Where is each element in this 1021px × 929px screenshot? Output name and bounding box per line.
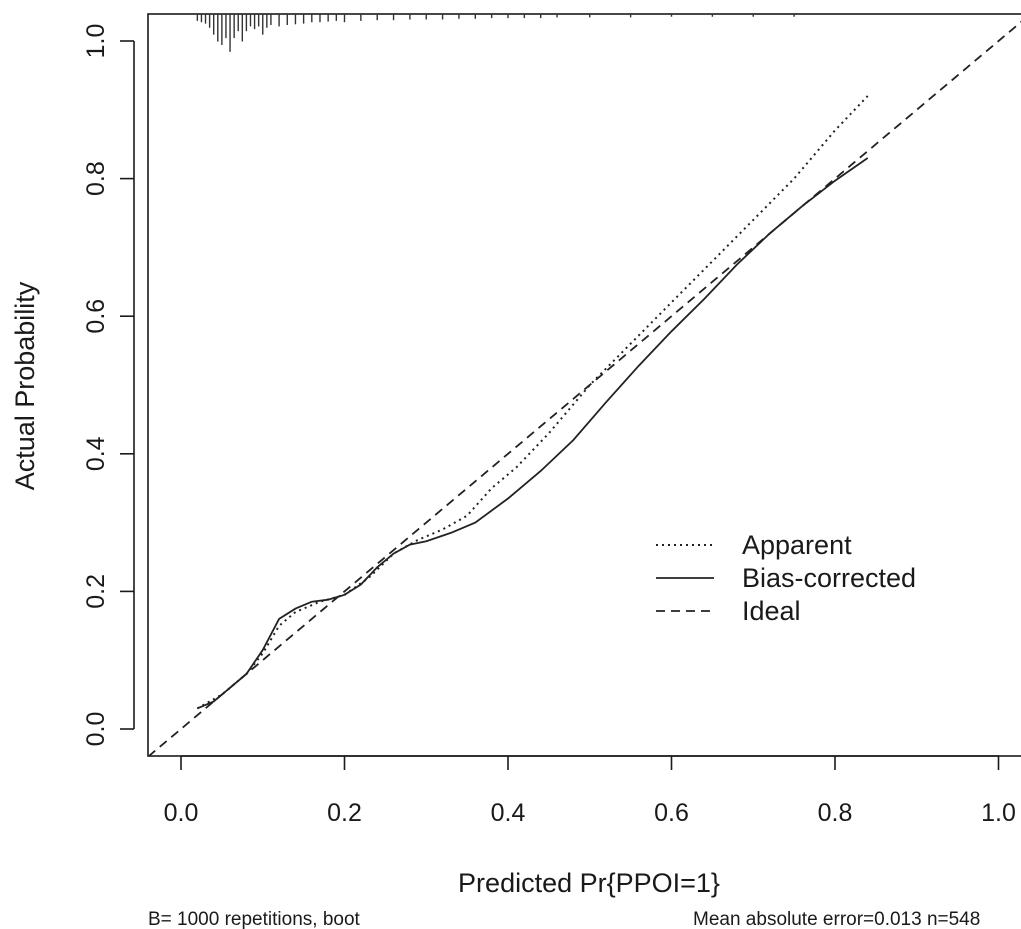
x-tick-label: 1.0 (981, 799, 1016, 827)
rug-plot (196, 14, 795, 52)
x-axis: 0.0 0.2 0.4 0.6 0.8 1.0 (164, 755, 1016, 827)
plot-frame (147, 13, 1021, 757)
x-tick-label: 0.6 (654, 799, 689, 827)
x-tick-label: 0.4 (491, 799, 526, 827)
y-tick-label: 1.0 (82, 24, 110, 59)
y-tick-label: 0.6 (82, 299, 110, 334)
y-axis-title: Actual Probability (10, 281, 40, 490)
x-tick-label: 0.8 (818, 799, 853, 827)
y-tick-label: 0.8 (82, 161, 110, 196)
y-tick-label: 0.0 (82, 712, 110, 747)
y-axis: 0.0 0.2 0.4 0.6 0.8 1.0 (82, 24, 135, 747)
y-tick-label: 0.2 (82, 574, 110, 609)
x-tick-label: 0.0 (164, 799, 199, 827)
legend-label: Ideal (742, 596, 801, 626)
x-tick-label: 0.2 (327, 799, 362, 827)
series-group (148, 20, 1021, 756)
legend-label: Bias-corrected (742, 563, 916, 593)
y-tick-label: 0.4 (82, 436, 110, 471)
legend-label: Apparent (742, 530, 852, 560)
footnote-right: Mean absolute error=0.013 n=548 (693, 909, 980, 929)
series-line-ideal (148, 20, 1021, 756)
series-line-apparent (196, 95, 869, 710)
footnote-left: B= 1000 repetitions, boot (148, 909, 361, 929)
x-axis-title: Predicted Pr{PPOI=1} (458, 868, 720, 898)
series-line-bias-corrected (196, 157, 869, 710)
